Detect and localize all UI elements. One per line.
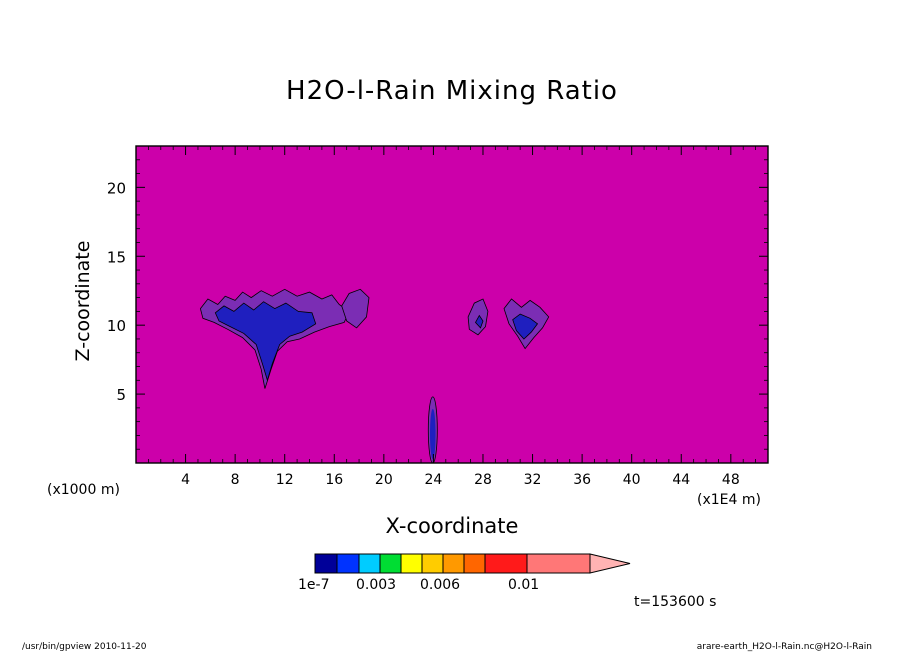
colorbar-swatch-9: [484, 553, 528, 574]
colorbar-label-4: 0.01: [508, 577, 540, 593]
y-tick-label: 5: [116, 386, 126, 404]
colorbar-swatch-6: [421, 553, 444, 574]
x-tick-label: 40: [623, 472, 641, 488]
x-tick-label: 44: [672, 472, 690, 488]
colorbar-swatch-8: [463, 553, 486, 574]
cloud-inner-small-1: [475, 314, 484, 329]
cloud-inner-large: [214, 301, 317, 382]
x-axis-label: X-coordinate: [385, 514, 519, 538]
colorbar-label-2: 0.003: [356, 577, 397, 593]
colorbar-swatch-1: [314, 553, 338, 574]
x-tick-label: 28: [474, 472, 492, 488]
x-tick-label: 48: [722, 472, 740, 488]
plot-frame: [135, 145, 769, 464]
colorbar-swatch-10: [526, 553, 591, 574]
x-tick-label: 4: [181, 472, 190, 488]
colorbar-swatch-3: [358, 553, 381, 574]
y-tick-label: 20: [107, 179, 126, 197]
colorbar-swatch-5: [400, 553, 423, 574]
x-tick-label: 20: [375, 472, 393, 488]
footer-right: arare-earth_H2O-l-Rain.nc@H2O-l-Rain: [696, 642, 872, 652]
column-inner: [429, 408, 436, 460]
colorbar-swatch-7: [442, 553, 465, 574]
footer-left: /usr/bin/gpview 2010-11-20: [22, 642, 147, 652]
y-tick-label: 10: [107, 317, 126, 335]
colorbar-label-1: 1e-7: [298, 577, 330, 593]
colorbar-swatch-4: [379, 553, 402, 574]
x-tick-label: 8: [231, 472, 240, 488]
x-tick-label: 36: [573, 472, 591, 488]
cloud-outer-blob: [341, 288, 370, 329]
y-axis-label: Z-coordinate: [72, 240, 94, 362]
x-tick-label: 16: [325, 472, 343, 488]
y-unit-note: (x1000 m): [47, 482, 120, 498]
x-tick-label: 32: [524, 472, 542, 488]
chart-title: H2O-l-Rain Mixing Ratio: [286, 76, 618, 106]
cloud-outer-small-1: [467, 298, 489, 336]
time-stamp: t=153600 s: [634, 594, 717, 610]
colorbar-label-3: 0.006: [420, 577, 461, 593]
x-tick-label: 12: [276, 472, 294, 488]
y-tick-label: 15: [107, 248, 126, 266]
x-tick-label: 24: [424, 472, 442, 488]
cloud-inner-small-2: [512, 313, 539, 340]
colorbar-swatch-2: [336, 553, 360, 574]
colorbar-extend-arrow: [589, 553, 631, 574]
x-unit-note: (x1E4 m): [697, 492, 761, 508]
